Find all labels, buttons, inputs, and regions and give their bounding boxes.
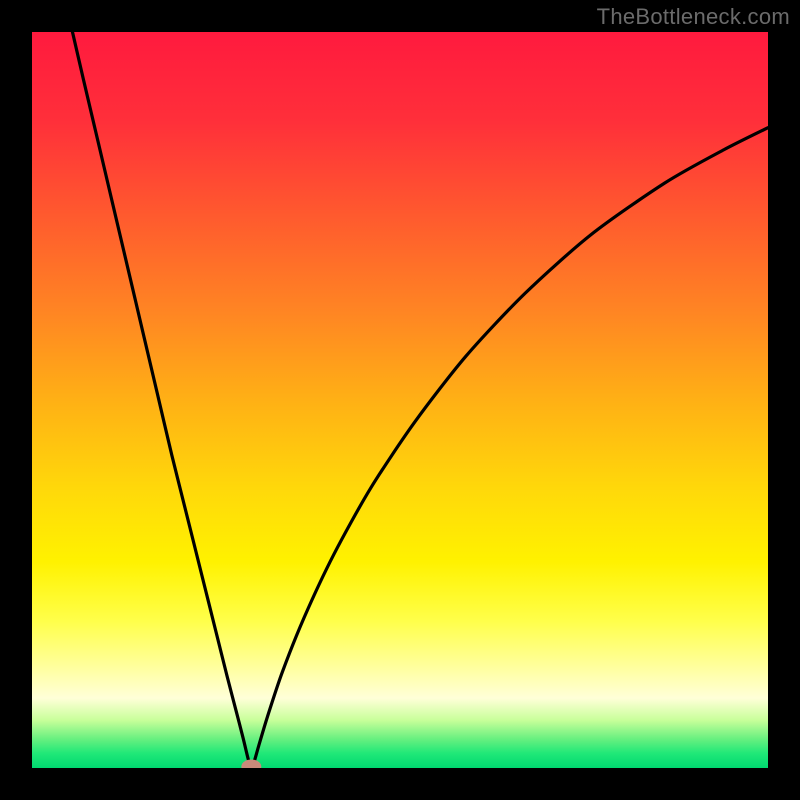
plot-area [32, 32, 768, 768]
gradient-background [32, 32, 768, 768]
watermark-text: TheBottleneck.com [597, 4, 790, 30]
frame-right [768, 0, 800, 800]
frame-left [0, 0, 32, 800]
frame-bottom [0, 768, 800, 800]
chart-container: TheBottleneck.com [0, 0, 800, 800]
